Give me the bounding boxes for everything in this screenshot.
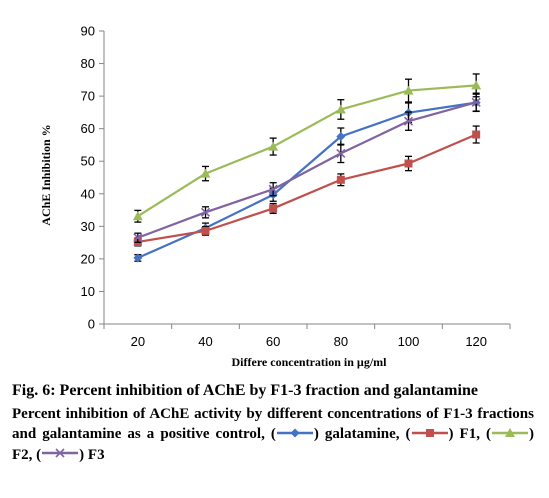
caption-intro: Percent inhibition of AChE activity by d… (12, 406, 534, 442)
y-tick-label: 10 (81, 284, 95, 299)
x-tick-label: 20 (131, 334, 145, 349)
y-tick-label: 40 (81, 186, 95, 201)
legend-marker (55, 448, 65, 458)
x-tick-label: 120 (465, 334, 487, 349)
y-tick-label: 50 (81, 154, 95, 169)
legend-symbol-galatamine (276, 425, 314, 445)
caption-sep-1: ) galatamine, ( (313, 426, 411, 442)
series-f2 (132, 73, 482, 223)
y-tick-label: 0 (88, 317, 95, 332)
data-point (336, 175, 345, 184)
data-point (200, 207, 211, 217)
y-tick-label: 90 (81, 24, 95, 39)
series-f3 (133, 92, 481, 243)
data-point (335, 104, 346, 114)
x-axis: 20 40 60 80 100 120 (103, 324, 511, 349)
data-point (200, 168, 211, 178)
data-point (336, 131, 346, 141)
data-point (404, 159, 413, 168)
plot-series (132, 73, 482, 263)
diamond-symbol (276, 428, 313, 438)
legend-marker (290, 428, 300, 438)
data-point (201, 226, 210, 235)
data-point (133, 233, 143, 243)
caption-sep-2: ) F1, ( (448, 426, 491, 442)
line-chart: 0 10 20 30 40 50 60 70 80 90 20 40 60 80 100 120 AChE … (39, 24, 511, 369)
data-point (268, 184, 278, 194)
x-tick-label: 40 (198, 334, 212, 349)
caption-end: ) F3 (79, 446, 105, 463)
data-point (472, 130, 481, 139)
legend-symbol-f1 (411, 425, 449, 445)
legend-symbol-f3 (41, 445, 79, 465)
figure-caption: Fig. 6: Percent inhibition of AChE by F1… (12, 381, 534, 465)
legend-marker (505, 427, 515, 437)
data-point (132, 211, 143, 221)
x-tick-label: 60 (266, 334, 280, 349)
x-axis-title: Differe concentration in µg/ml (232, 355, 388, 369)
data-point (471, 80, 482, 90)
figure-description: Percent inhibition of AChE activity by d… (12, 404, 534, 465)
x-symbol (42, 448, 79, 458)
y-tick-label: 70 (81, 89, 95, 104)
series-line (137, 84, 477, 218)
series-line (137, 101, 477, 239)
data-point (336, 148, 346, 158)
legend-symbol-f2 (491, 425, 529, 445)
data-point (403, 85, 414, 95)
data-point (471, 97, 481, 107)
data-point (269, 204, 278, 213)
legend-marker (425, 428, 434, 437)
data-point (133, 253, 143, 263)
caption-sep-3: ) F2, ( (12, 426, 534, 463)
triangle-symbol (492, 427, 528, 437)
y-axis: 0 10 20 30 40 50 60 70 80 90 (81, 24, 104, 332)
figure-title: Fig. 6: Percent inhibition of AChE by F1… (12, 382, 478, 399)
x-tick-label: 100 (398, 334, 420, 349)
series-galatamine (133, 93, 481, 263)
y-axis-title: AChE Inhibition % (39, 124, 53, 225)
y-tick-label: 80 (81, 56, 95, 71)
y-tick-label: 30 (81, 219, 95, 234)
x-tick-label: 80 (334, 334, 348, 349)
y-tick-label: 60 (81, 121, 95, 136)
series-line (137, 133, 477, 244)
data-point (268, 141, 279, 151)
square-symbol (411, 428, 448, 437)
y-tick-label: 20 (81, 251, 95, 266)
data-point (403, 116, 414, 126)
